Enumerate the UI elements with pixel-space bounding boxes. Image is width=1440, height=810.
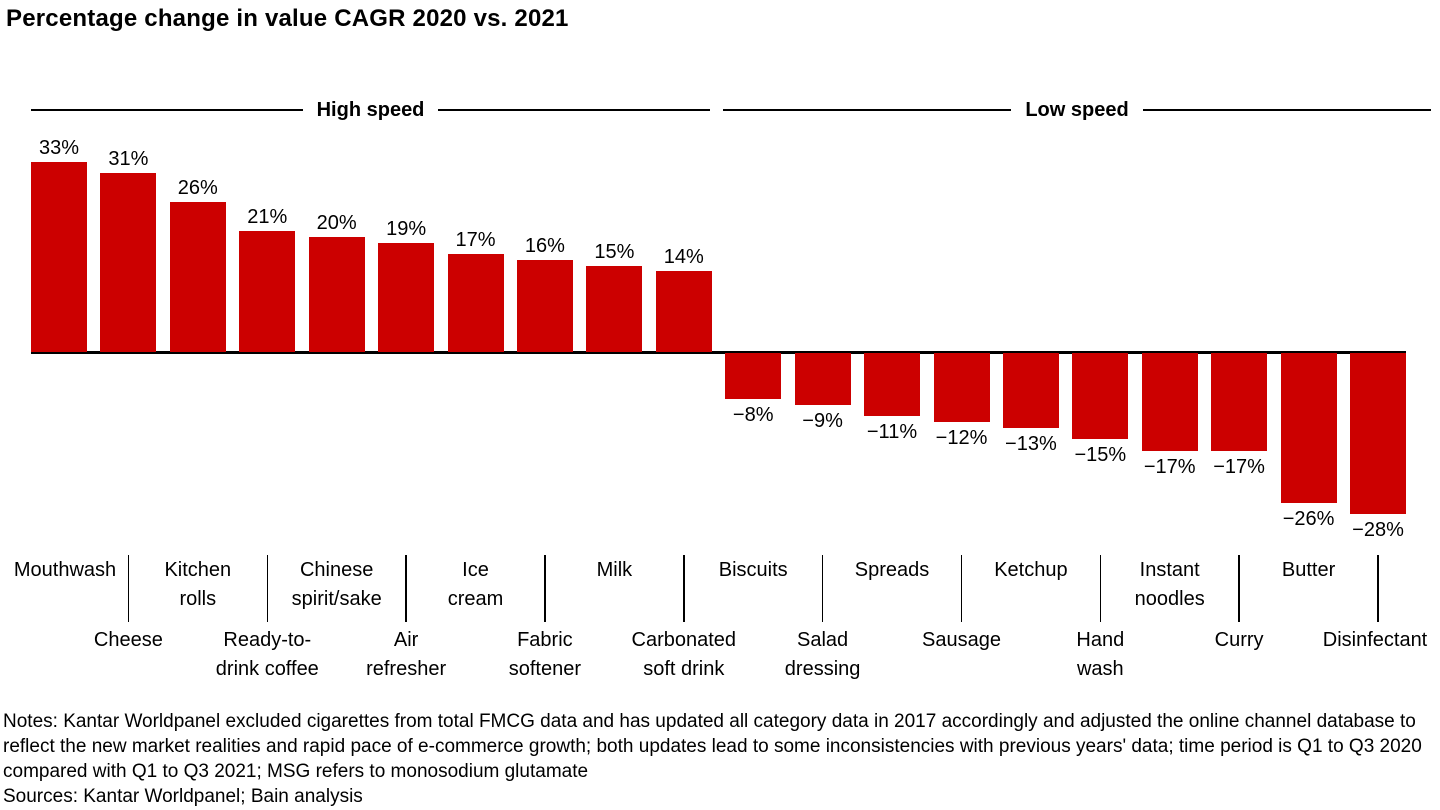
- category-label: Spreads: [854, 559, 930, 581]
- category-label: Carbonated soft drink: [631, 629, 737, 680]
- bar-value-label: −15%: [1074, 444, 1127, 466]
- category-label: Instant noodles: [1134, 559, 1205, 610]
- bar: [864, 353, 920, 416]
- bar-value-label: 21%: [247, 206, 288, 228]
- bar-value-label: −17%: [1213, 456, 1265, 478]
- category-leader-line: [405, 555, 407, 622]
- category-label: Biscuits: [718, 559, 788, 581]
- bar-value-label: −28%: [1352, 519, 1404, 541]
- category-label: Ketchup: [994, 559, 1068, 581]
- bar-value-label: 17%: [455, 229, 496, 251]
- bar: [1350, 353, 1406, 514]
- bar-value-label: −9%: [802, 410, 843, 432]
- bar-value-label: −11%: [866, 421, 918, 443]
- footnotes-block: Notes: Kantar Worldpanel excluded cigare…: [3, 709, 1437, 809]
- group-line-right: [1142, 109, 1432, 111]
- bar: [794, 353, 851, 405]
- bar: [1072, 353, 1129, 439]
- category-leader-line: [683, 555, 685, 622]
- category-label: Sausage: [922, 629, 1001, 651]
- bar: [239, 231, 296, 352]
- bar: [31, 162, 87, 352]
- category-label: Ice cream: [447, 559, 504, 610]
- bar: [1211, 353, 1268, 451]
- chart-title: Percentage change in value CAGR 2020 vs.…: [6, 5, 569, 32]
- bar-value-label: −8%: [732, 404, 774, 426]
- category-leader-line: [821, 555, 824, 622]
- bar: [100, 173, 157, 352]
- bar-value-label: 26%: [177, 177, 218, 199]
- bar: [933, 353, 990, 422]
- x-axis-line: [31, 351, 1406, 354]
- bar: [308, 237, 365, 352]
- bar-value-label: −13%: [1005, 433, 1057, 455]
- bar: [378, 243, 435, 352]
- category-label: Kitchen rolls: [164, 559, 232, 610]
- bar: [586, 266, 643, 352]
- group-label-high-speed: High speed: [316, 98, 425, 121]
- bar: [725, 353, 782, 399]
- bar: [447, 254, 504, 352]
- category-label: Cheese: [93, 629, 163, 651]
- category-label: Butter: [1281, 559, 1336, 581]
- category-label: Disinfectant: [1322, 629, 1428, 651]
- category-leader-line: [544, 555, 546, 622]
- category-leader-line: [1238, 555, 1240, 622]
- category-label: Mouthwash: [13, 559, 117, 581]
- bar: [655, 271, 712, 352]
- bar-value-label: 19%: [386, 218, 427, 240]
- group-header-high-speed: High speed: [31, 97, 711, 123]
- category-label: Fabric softener: [508, 629, 582, 680]
- category-label: Curry: [1214, 629, 1264, 651]
- bar: [169, 202, 226, 352]
- bar: [1002, 353, 1059, 428]
- group-line-right: [438, 109, 711, 111]
- category-label: Air refresher: [366, 629, 447, 680]
- category-leader-line: [127, 555, 130, 622]
- category-label: Milk: [596, 559, 633, 581]
- group-label-low-speed: Low speed: [1025, 98, 1129, 121]
- category-leader-line: [1099, 555, 1101, 622]
- bar-value-label: −17%: [1143, 456, 1196, 478]
- category-label: Hand wash: [1076, 629, 1125, 680]
- notes-text: Notes: Kantar Worldpanel excluded cigare…: [3, 711, 1422, 782]
- bar: [1141, 353, 1198, 451]
- bar-value-label: −12%: [935, 427, 988, 449]
- bar: [1280, 353, 1337, 503]
- category-leader-line: [1377, 555, 1379, 622]
- group-line-left: [723, 109, 1012, 111]
- group-line-left: [31, 109, 303, 111]
- bar-value-label: 15%: [594, 241, 635, 263]
- bar-value-label: 33%: [38, 137, 80, 159]
- sources-text: Sources: Kantar Worldpanel; Bain analysi…: [3, 786, 363, 807]
- bar-value-label: 14%: [663, 246, 704, 268]
- category-leader-line: [266, 555, 268, 622]
- category-label: Ready-to- drink coffee: [215, 629, 319, 680]
- category-leader-line: [960, 555, 963, 622]
- bar-value-label: −26%: [1282, 508, 1335, 530]
- category-label: Salad dressing: [784, 629, 861, 680]
- category-label: Chinese spirit/sake: [291, 559, 382, 610]
- bar-value-label: 31%: [108, 148, 149, 170]
- bar-value-label: 20%: [316, 212, 357, 234]
- bar: [516, 260, 573, 352]
- group-header-low-speed: Low speed: [723, 97, 1432, 123]
- bar-value-label: 16%: [524, 235, 565, 257]
